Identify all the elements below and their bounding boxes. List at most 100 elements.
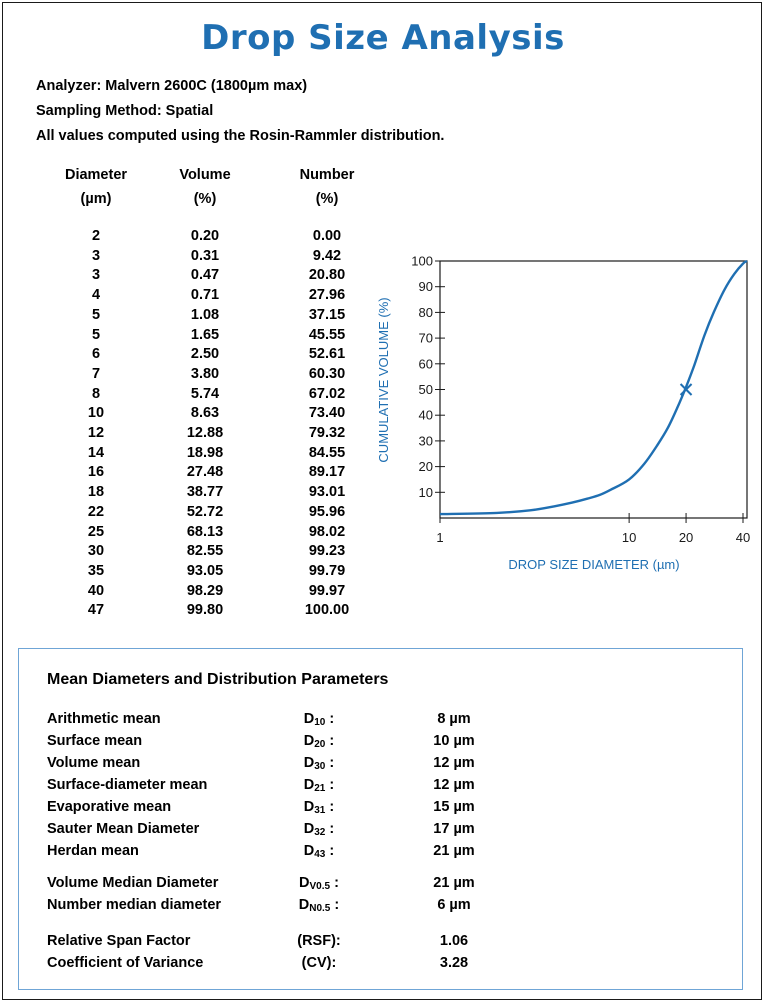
param-symbol: D43 :	[269, 843, 369, 860]
param-label: Coefficient of Variance	[47, 955, 204, 971]
y-tick-label: 50	[419, 382, 433, 397]
table-cell-number: 89.17	[308, 464, 346, 481]
param-label: Volume Median Diameter	[47, 875, 219, 891]
table-cell-diameter: 14	[87, 444, 105, 461]
header-volume-unit: (%)	[193, 191, 217, 207]
header-number: Number	[299, 167, 355, 183]
table-cell-diameter: 2	[91, 228, 101, 244]
table-cell-number: 73.40	[308, 405, 346, 422]
param-symbol: D31 :	[269, 799, 369, 816]
param-symbol-letter: (CV):	[301, 955, 337, 971]
table-cell-volume: 38.77	[186, 484, 224, 501]
table-cell-number: 20.80	[308, 267, 346, 284]
distribution-note: All values computed using the Rosin-Ramm…	[36, 128, 445, 144]
param-symbol-letter: D	[303, 755, 315, 771]
param-label: Volume mean	[47, 755, 141, 771]
param-value: 12 µm	[433, 755, 475, 771]
param-symbol: (RSF):	[269, 933, 369, 949]
table-cell-diameter: 5	[91, 306, 101, 323]
x-tick-label: 10	[622, 530, 636, 545]
table-cell-number: 84.55	[308, 444, 346, 461]
x-axis-label: DROP SIZE DIAMETER (µm)	[508, 557, 679, 572]
param-symbol-colon: :	[325, 843, 335, 859]
table-cell-volume: 5.74	[190, 385, 220, 402]
param-symbol-colon: :	[325, 777, 335, 793]
analyzer-info: Analyzer: Malvern 2600C (1800µm max)	[36, 78, 308, 94]
param-symbol-subscript: 30	[314, 761, 326, 772]
param-symbol: D20 :	[269, 733, 369, 750]
table-cell-volume: 82.55	[186, 543, 224, 560]
table-cell-volume: 3.80	[190, 365, 220, 382]
table-cell-volume: 0.47	[190, 267, 220, 284]
param-symbol-colon: :	[325, 755, 335, 771]
param-symbol-subscript: 10	[314, 717, 326, 728]
table-cell-diameter: 5	[91, 326, 101, 343]
table-cell-number: 95.96	[308, 503, 346, 520]
table-cell-volume: 52.72	[186, 503, 224, 520]
table-cell-number: 9.42	[312, 247, 342, 264]
table-cell-diameter: 12	[87, 425, 105, 441]
table-cell-volume: 98.29	[186, 582, 224, 599]
table-cell-diameter: 18	[87, 484, 105, 501]
table-cell-number: 27.96	[308, 287, 346, 304]
param-value: 21 µm	[433, 875, 475, 891]
param-symbol-letter: D	[298, 897, 310, 913]
table-cell-volume: 1.65	[190, 326, 220, 343]
table-cell-number: 45.55	[308, 326, 346, 343]
table-cell-number: 67.02	[308, 385, 346, 402]
table-cell-diameter: 35	[87, 562, 105, 579]
param-symbol: (CV):	[269, 955, 369, 971]
table-cell-diameter: 3	[91, 247, 101, 264]
param-value: 6 µm	[437, 897, 471, 913]
param-symbol-letter: D	[303, 821, 315, 837]
header-number-unit: (%)	[315, 191, 339, 207]
table-cell-diameter: 7	[91, 365, 101, 382]
param-symbol-colon: :	[330, 875, 339, 891]
param-value: 15 µm	[433, 799, 475, 815]
table-cell-volume: 12.88	[186, 425, 224, 441]
param-symbol-colon: :	[325, 711, 335, 727]
param-symbol-subscript: 32	[314, 827, 326, 838]
param-value: 21 µm	[433, 843, 475, 859]
param-symbol-letter: D	[303, 711, 315, 727]
table-cell-number: 99.97	[308, 582, 346, 599]
table-cell-number: 52.61	[308, 346, 346, 363]
param-label: Herdan mean	[47, 843, 139, 859]
y-tick-label: 30	[419, 433, 433, 448]
param-label: Evaporative mean	[47, 799, 172, 815]
param-symbol-colon: :	[330, 897, 340, 913]
y-tick-label: 40	[419, 408, 433, 423]
param-value: 1.06	[439, 933, 469, 949]
sampling-method: Sampling Method: Spatial	[36, 103, 214, 119]
param-symbol-subscript: 31	[314, 805, 326, 816]
table-cell-number: 60.30	[308, 365, 346, 382]
table-cell-diameter: 10	[87, 405, 105, 422]
header-diameter-unit: (µm)	[80, 191, 112, 207]
param-symbol-letter: D	[303, 733, 315, 749]
y-axis-label: CUMULATIVE VOLUME (%)	[376, 297, 391, 462]
param-value: 10 µm	[433, 733, 475, 749]
param-symbol-letter: (RSF):	[297, 933, 341, 949]
table-cell-volume: 0.20	[190, 228, 220, 244]
param-value: 17 µm	[433, 821, 475, 837]
param-symbol: D21 :	[269, 777, 369, 794]
param-symbol-subscript: 43	[314, 849, 326, 860]
median-marker	[679, 383, 693, 396]
table-cell-diameter: 16	[87, 464, 105, 481]
param-symbol: D10 :	[269, 711, 369, 728]
table-cell-diameter: 6	[91, 346, 101, 363]
table-cell-diameter: 8	[91, 385, 101, 402]
y-tick-label: 70	[419, 331, 433, 346]
param-symbol-letter: D	[303, 777, 315, 793]
y-tick-label: 60	[419, 356, 433, 371]
table-cell-number: 100.00	[304, 602, 350, 619]
table-cell-volume: 27.48	[186, 464, 224, 481]
y-tick-label: 80	[419, 305, 433, 320]
table-cell-volume: 2.50	[190, 346, 220, 363]
param-symbol: D32 :	[269, 821, 369, 838]
table-cell-number: 79.32	[308, 425, 346, 441]
param-value: 12 µm	[433, 777, 475, 793]
y-tick-label: 10	[419, 485, 433, 500]
param-symbol-letter: D	[303, 799, 315, 815]
